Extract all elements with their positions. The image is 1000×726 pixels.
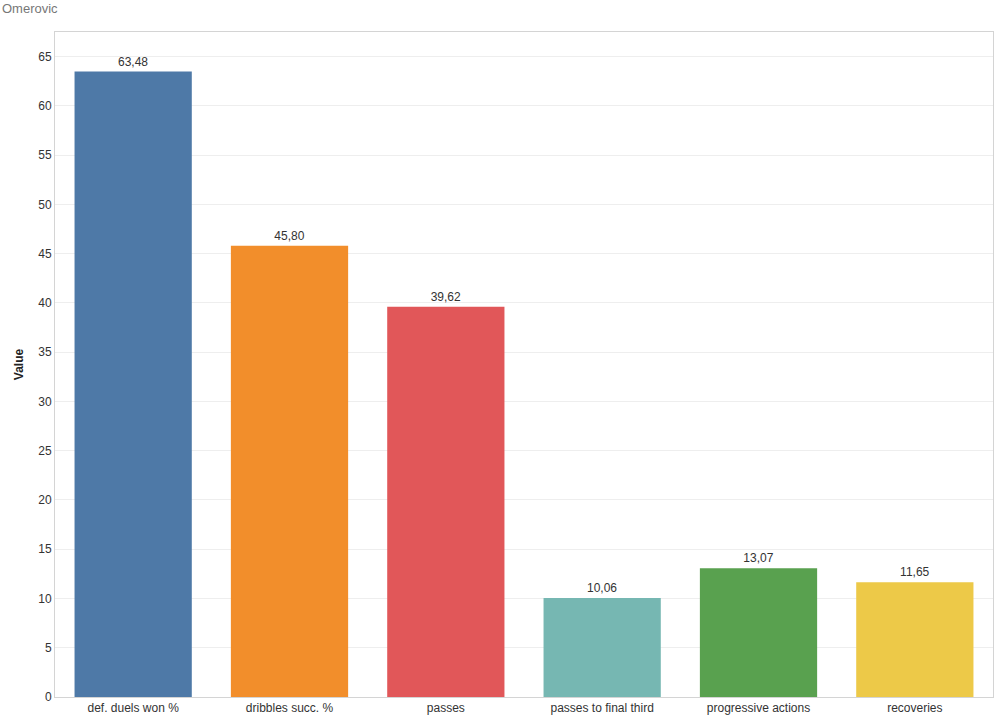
svg-text:0: 0 bbox=[45, 690, 52, 704]
svg-text:20: 20 bbox=[38, 493, 52, 507]
svg-text:11,65: 11,65 bbox=[900, 565, 929, 579]
svg-text:60: 60 bbox=[38, 99, 52, 113]
svg-text:passes: passes bbox=[427, 701, 465, 715]
svg-text:progressive actions: progressive actions bbox=[707, 701, 810, 715]
svg-text:40: 40 bbox=[38, 296, 52, 310]
svg-text:55: 55 bbox=[38, 148, 52, 162]
svg-text:passes to final third: passes to final third bbox=[550, 701, 653, 715]
svg-text:65: 65 bbox=[38, 50, 52, 64]
svg-text:dribbles succ. %: dribbles succ. % bbox=[246, 701, 334, 715]
svg-text:def. duels won %: def. duels won % bbox=[87, 701, 179, 715]
svg-text:15: 15 bbox=[38, 542, 52, 556]
svg-text:10: 10 bbox=[38, 592, 52, 606]
svg-text:35: 35 bbox=[38, 345, 52, 359]
svg-text:5: 5 bbox=[45, 641, 52, 655]
svg-text:13,07: 13,07 bbox=[743, 551, 773, 565]
svg-text:45: 45 bbox=[38, 247, 52, 261]
svg-text:10,06: 10,06 bbox=[587, 581, 617, 595]
svg-text:Omerovic: Omerovic bbox=[2, 1, 58, 16]
svg-text:39,62: 39,62 bbox=[431, 290, 461, 304]
svg-text:30: 30 bbox=[38, 395, 52, 409]
svg-text:recoveries: recoveries bbox=[887, 701, 942, 715]
svg-text:25: 25 bbox=[38, 444, 52, 458]
svg-text:Value: Value bbox=[12, 349, 26, 381]
svg-text:63,48: 63,48 bbox=[118, 55, 148, 69]
svg-text:45,80: 45,80 bbox=[274, 229, 304, 243]
svg-text:50: 50 bbox=[38, 198, 52, 212]
